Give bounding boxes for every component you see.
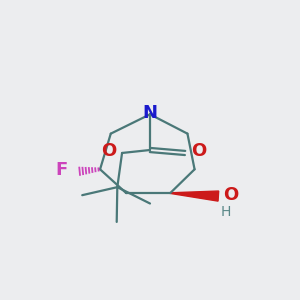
Text: F: F	[55, 161, 68, 179]
Text: O: O	[101, 142, 116, 160]
Text: H: H	[221, 206, 231, 219]
Text: O: O	[191, 142, 206, 160]
Polygon shape	[170, 191, 219, 201]
Text: O: O	[223, 186, 238, 204]
Text: N: N	[142, 104, 158, 122]
